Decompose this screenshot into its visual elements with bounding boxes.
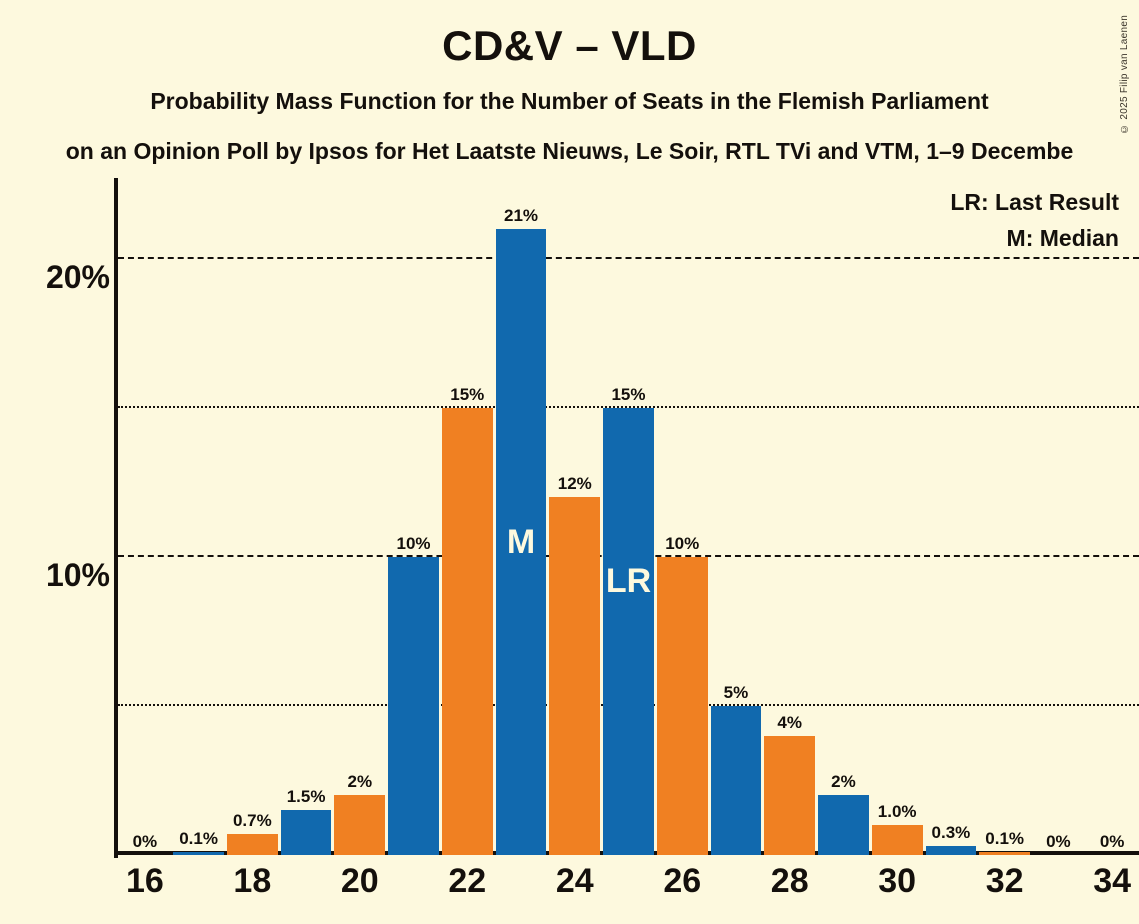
x-axis-tick-16: 16 <box>125 862 164 900</box>
bar-value-label-22: 15% <box>450 384 485 404</box>
bar-value-label-16: 0% <box>132 832 158 851</box>
bar-seat-32[interactable]: 0.1% <box>979 829 1031 855</box>
bar-value-label-26: 10% <box>665 533 700 553</box>
bar-marker-last-result: LR <box>605 561 652 600</box>
bar-value-label-25: 15% <box>611 384 646 404</box>
bar-value-label-31: 0.3% <box>931 823 971 843</box>
x-axis-tick-30: 30 <box>878 862 917 900</box>
bar-seat-27[interactable]: 5% <box>710 683 762 855</box>
legend-item-last-result: LR: Last Result <box>950 189 1119 215</box>
bar-value-label-30: 1.0% <box>877 802 917 822</box>
x-axis-tick-34: 34 <box>1093 862 1132 900</box>
x-axis-tick-18: 18 <box>233 862 272 900</box>
bar-value-label-34: 0% <box>1099 832 1125 851</box>
bar-seat-28[interactable]: 4% <box>764 713 816 855</box>
bar-seat-25[interactable]: 15% LR <box>603 385 654 855</box>
bar-seat-23[interactable]: 21% M <box>495 206 547 855</box>
bar-value-label-27: 5% <box>723 682 749 702</box>
bar-seat-22[interactable]: 15% <box>441 385 493 855</box>
bar-seat-19[interactable]: 1.5% <box>280 787 332 855</box>
legend-item-median: M: Median <box>1006 225 1119 251</box>
bar-value-label-23: 21% <box>504 205 539 225</box>
gridline-20 <box>118 256 1139 259</box>
bar-seat-18[interactable]: 0.7% <box>226 811 278 855</box>
x-axis-tick-26: 26 <box>663 862 702 900</box>
bar-seat-20[interactable]: 2% <box>334 772 386 855</box>
x-axis-tick-28: 28 <box>770 862 809 900</box>
bar-seat-21[interactable]: 10% <box>388 534 439 855</box>
x-axis-tick-20: 20 <box>340 862 379 900</box>
bar-value-label-33: 0% <box>1046 832 1071 851</box>
bar-seat-30[interactable]: 1.0% <box>871 802 923 855</box>
chart-legend: LR: Last Result M: Median <box>950 184 1119 256</box>
bar-value-label-17: 0.1% <box>179 829 218 849</box>
y-axis-line <box>114 178 118 858</box>
gridline-15 <box>118 405 1139 408</box>
copyright-notice: © 2025 Filip van Laenen <box>1119 14 1130 134</box>
bar-marker-median: M <box>506 522 536 561</box>
bar-value-label-18: 0.7% <box>232 811 272 831</box>
bar-seat-26[interactable]: 10% <box>656 534 708 855</box>
page-title: CD&V – VLD <box>442 22 697 69</box>
bar-value-label-29: 2% <box>831 772 856 792</box>
bar-seat-24[interactable]: 12% <box>549 474 601 855</box>
bar-value-label-20: 2% <box>347 772 373 792</box>
x-axis-tick-22: 22 <box>448 862 487 900</box>
x-axis-tick-32: 32 <box>985 862 1024 900</box>
x-axis-tick-24: 24 <box>555 862 594 900</box>
chart-source-line: on an Opinion Poll by Ipsos for Het Laat… <box>65 138 1074 164</box>
bar-seat-29[interactable]: 2% <box>818 772 869 855</box>
chart-subtitle: Probability Mass Function for the Number… <box>150 88 989 114</box>
plot-area: 10% 20% 0% 0.1% 0.7% 1.5% 2% 10% 15% 21% M 12% 15% L… <box>46 181 1139 855</box>
bar-value-label-21: 10% <box>396 533 431 553</box>
bar-value-label-28: 4% <box>777 712 802 732</box>
bar-value-label-24: 12% <box>557 474 592 494</box>
bar-seat-17[interactable]: 0.1% <box>173 829 224 855</box>
bar-value-label-19: 1.5% <box>286 787 326 807</box>
bar-seat-31[interactable]: 0.3% <box>925 823 977 855</box>
bar-value-label-32: 0.1% <box>985 829 1025 849</box>
